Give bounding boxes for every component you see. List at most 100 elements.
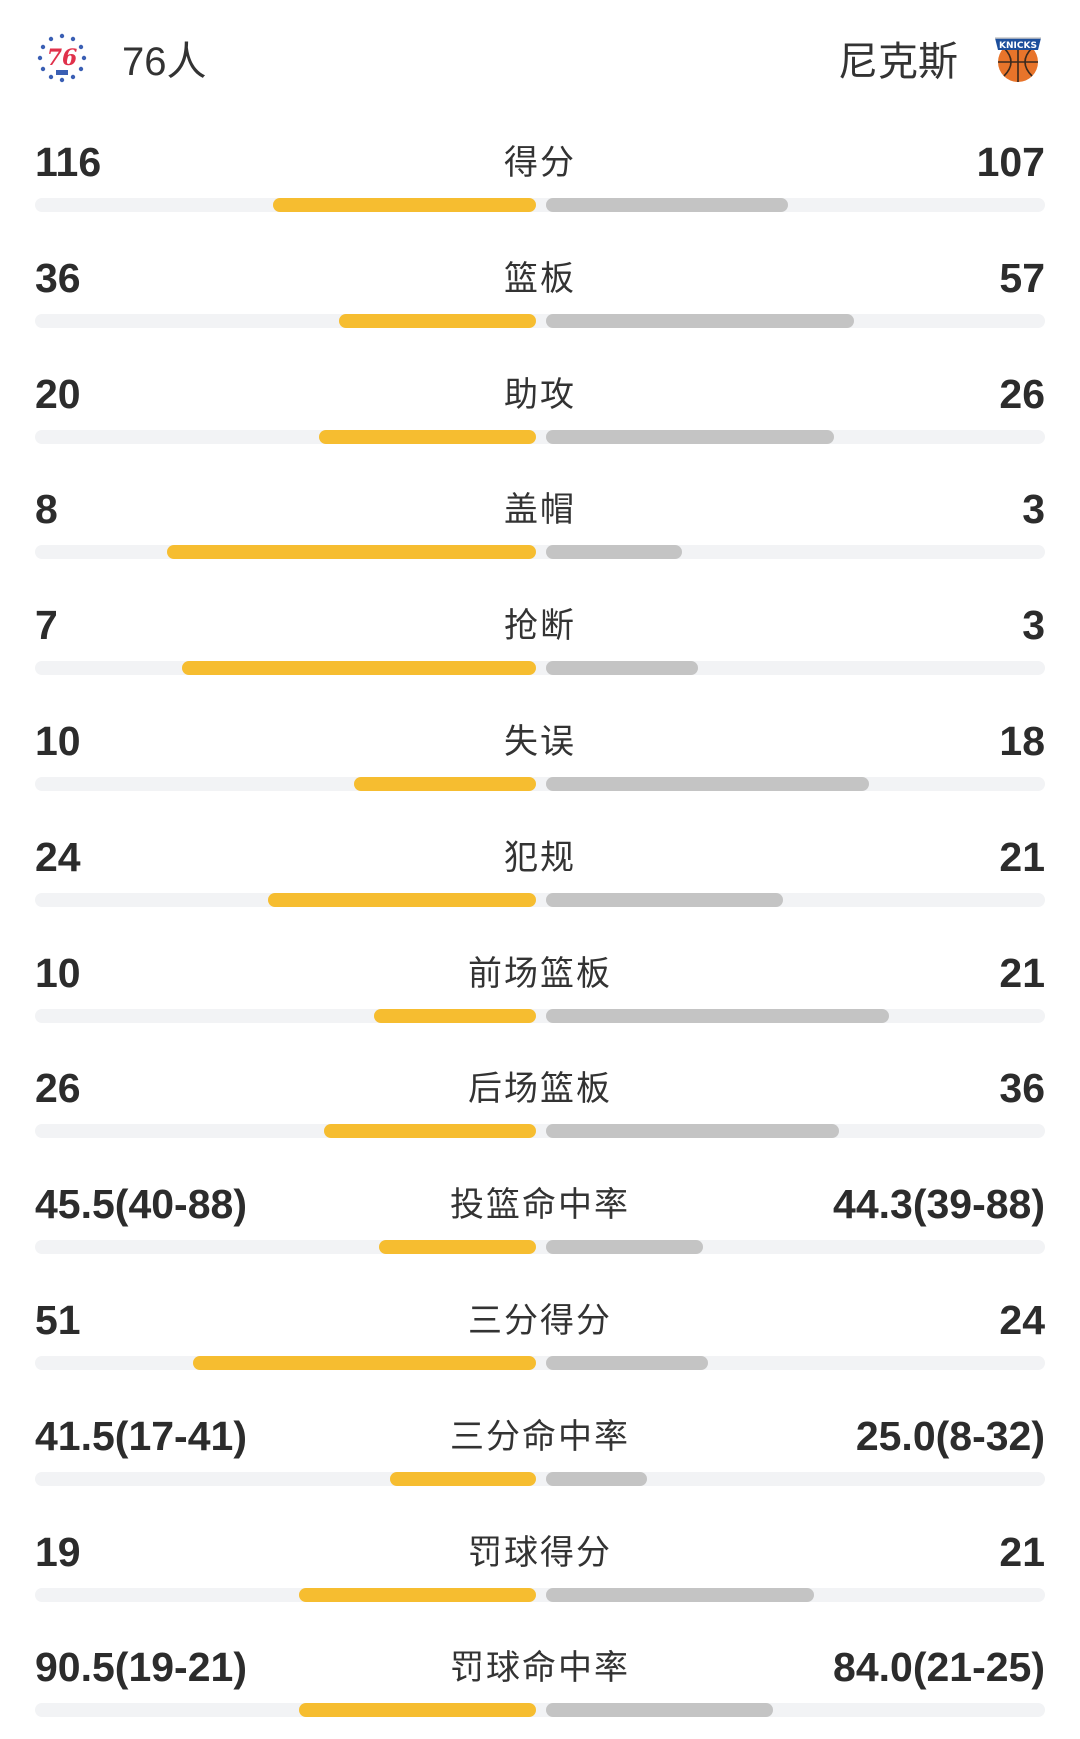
- stat-bar-track: [35, 313, 1045, 328]
- stat-row: 24 犯规 21: [0, 813, 1080, 929]
- stat-row: 10 前场篮板 21: [0, 929, 1080, 1045]
- home-team[interactable]: 76 76人: [36, 26, 207, 90]
- away-stat-bar: [546, 892, 783, 907]
- knicks-basketball-logo-icon: KNICKS: [995, 37, 1041, 82]
- home-stat-value: 41.5(17-41): [35, 1412, 247, 1459]
- stat-bar-track: [35, 1355, 1045, 1370]
- stat-row: 26 后场篮板 36: [0, 1044, 1080, 1160]
- stat-bar-track: [35, 1008, 1045, 1023]
- stat-label: 后场篮板: [468, 1070, 612, 1109]
- stat-bar-track: [35, 1703, 1045, 1718]
- away-stat-bar: [546, 1471, 647, 1486]
- stat-row: 51 三分得分 24: [0, 1276, 1080, 1392]
- stat-label: 篮板: [504, 259, 576, 298]
- home-stat-bar: [319, 429, 536, 444]
- stat-row: 20 助攻 26: [0, 350, 1080, 466]
- stat-row: 19 罚球得分 21: [0, 1508, 1080, 1624]
- home-stat-value: 116: [35, 139, 102, 185]
- stat-label: 罚球得分: [468, 1533, 612, 1572]
- stat-row: 90.5(19-21) 罚球命中率 84.0(21-25): [0, 1623, 1080, 1739]
- svg-text:KNICKS: KNICKS: [999, 41, 1037, 51]
- stat-row: 7 抢断 3: [0, 581, 1080, 697]
- home-stat-value: 19: [35, 1528, 81, 1575]
- home-stat-bar: [379, 1240, 536, 1255]
- away-stat-value: 84.0(21-25): [833, 1644, 1045, 1691]
- stat-row: 36 篮板 57: [0, 234, 1080, 350]
- stat-row: 8 盖帽 3: [0, 465, 1080, 581]
- away-stat-value: 57: [999, 254, 1045, 301]
- home-stat-value: 45.5(40-88): [35, 1181, 247, 1228]
- home-stat-bar: [390, 1471, 536, 1486]
- stat-label: 抢断: [504, 607, 576, 646]
- away-stat-value: 107: [976, 139, 1045, 185]
- stat-bar-track: [35, 892, 1045, 907]
- stat-label: 三分命中率: [450, 1417, 630, 1456]
- scoreboard-header: 76 76人 尼克斯 KNICKS: [0, 0, 1080, 118]
- away-stat-value: 3: [1022, 602, 1045, 649]
- away-stat-bar: [546, 1124, 839, 1139]
- home-stat-value: 20: [35, 370, 81, 417]
- stat-bar-track: [35, 1587, 1045, 1602]
- home-stat-bar: [299, 1587, 536, 1602]
- away-stat-bar: [546, 198, 788, 212]
- away-stat-bar: [546, 313, 854, 328]
- sixers-76-logo-icon: 76: [37, 33, 87, 83]
- away-stat-bar: [546, 661, 698, 676]
- stat-row: 41.5(17-41) 三分命中率 25.0(8-32): [0, 1392, 1080, 1508]
- stat-label: 前场篮板: [468, 954, 612, 993]
- away-stat-value: 24: [999, 1296, 1045, 1343]
- home-stat-value: 36: [35, 254, 81, 301]
- away-stat-value: 44.3(39-88): [833, 1181, 1045, 1228]
- away-stat-value: 36: [999, 1065, 1045, 1112]
- stat-bar-track: [35, 429, 1045, 444]
- away-stat-value: 25.0(8-32): [855, 1412, 1045, 1459]
- home-stat-bar: [193, 1355, 536, 1370]
- home-stat-value: 90.5(19-21): [35, 1644, 247, 1691]
- home-stat-bar: [324, 1124, 536, 1139]
- home-stat-bar: [339, 313, 536, 328]
- stat-label: 助攻: [504, 375, 576, 414]
- home-stat-bar: [268, 892, 536, 907]
- home-stat-value: 10: [35, 949, 81, 996]
- stats-comparison-list: 116 得分 107 36 篮板 57 20 助攻 26 8 盖帽 3 7 抢断 3 10 失误 18 24 犯规 21…: [0, 118, 1080, 1739]
- home-stat-value: 51: [35, 1296, 81, 1343]
- away-stat-value: 3: [1022, 486, 1045, 533]
- away-stat-value: 18: [999, 717, 1045, 764]
- home-stat-bar: [299, 1703, 536, 1718]
- away-team[interactable]: 尼克斯 KNICKS: [838, 26, 1044, 90]
- away-stat-bar: [546, 1587, 814, 1602]
- home-stat-value: 7: [35, 602, 58, 649]
- home-stat-bar: [273, 198, 536, 212]
- stat-bar-track: [35, 776, 1045, 791]
- stat-label: 罚球命中率: [450, 1649, 630, 1688]
- stat-label: 投篮命中率: [450, 1186, 630, 1225]
- away-team-name: 尼克斯: [838, 40, 958, 84]
- away-stat-value: 26: [999, 370, 1045, 417]
- away-stat-bar: [546, 1008, 889, 1023]
- home-stat-bar: [182, 661, 536, 676]
- home-stat-value: 26: [35, 1065, 81, 1112]
- away-stat-value: 21: [999, 1528, 1045, 1575]
- away-stat-value: 21: [999, 949, 1045, 996]
- home-team-name: 76人: [122, 40, 207, 84]
- home-stat-bar: [167, 545, 536, 560]
- home-stat-value: 8: [35, 486, 58, 533]
- away-stat-bar: [546, 1355, 708, 1370]
- home-stat-bar: [374, 1008, 536, 1023]
- away-stat-bar: [546, 1240, 703, 1255]
- stat-label: 盖帽: [504, 491, 576, 530]
- stat-label: 犯规: [504, 838, 576, 877]
- away-stat-bar: [546, 1703, 773, 1718]
- home-stat-value: 24: [35, 833, 81, 880]
- stat-row: 45.5(40-88) 投篮命中率 44.3(39-88): [0, 1160, 1080, 1276]
- stat-row: 116 得分 107: [0, 118, 1080, 234]
- stat-label: 三分得分: [468, 1301, 612, 1340]
- stat-bar-track: [35, 1471, 1045, 1486]
- stat-label: 得分: [504, 144, 576, 182]
- away-stat-value: 21: [999, 833, 1045, 880]
- away-stat-bar: [546, 429, 834, 444]
- svg-text:76: 76: [47, 45, 78, 71]
- stat-label: 失误: [504, 722, 576, 761]
- stat-row: 10 失误 18: [0, 697, 1080, 813]
- stat-bar-track: [35, 198, 1045, 212]
